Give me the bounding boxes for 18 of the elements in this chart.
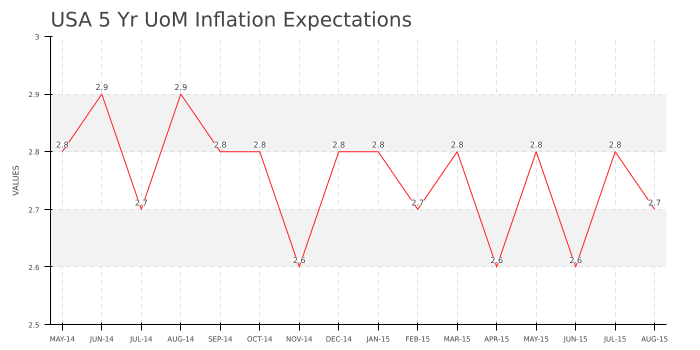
data-label: 2.8 (56, 140, 69, 150)
data-label: 2.8 (372, 140, 385, 150)
data-label: 2.8 (332, 140, 346, 150)
data-label: 2.8 (530, 140, 543, 150)
data-label: 2.8 (450, 140, 464, 150)
data-label: 2.7 (134, 198, 148, 208)
data-label: 2.6 (490, 256, 504, 265)
data-label: 2.8 (214, 140, 227, 150)
data-label: 2.8 (253, 140, 266, 150)
data-label: 2.6 (569, 256, 582, 265)
chart-title: USA 5 Yr UoM Inflation Expectations (50, 8, 412, 32)
data-label: 2.9 (174, 83, 188, 92)
data-label: 2.7 (648, 198, 662, 208)
data-label: 2.6 (292, 256, 306, 265)
data-label: 2.8 (608, 140, 622, 150)
y-axis-title: VALUES (11, 165, 20, 196)
data-label: 2.9 (95, 83, 108, 92)
data-label: 2.7 (411, 198, 424, 208)
